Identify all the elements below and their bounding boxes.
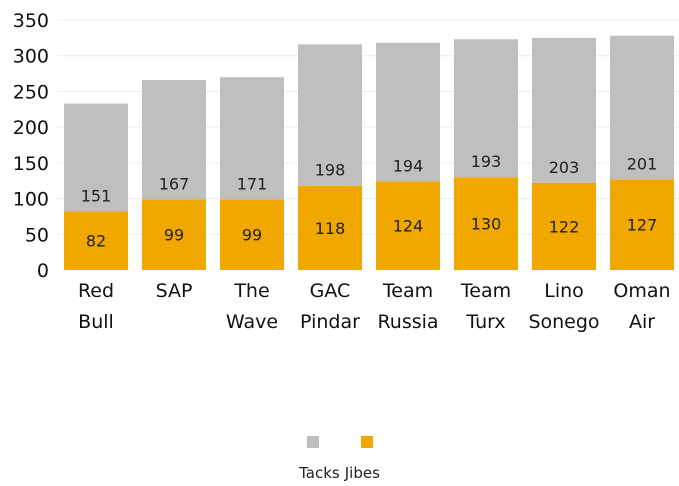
y-tick-label: 150 [13, 153, 49, 175]
data-label-tacks: 203 [549, 158, 580, 177]
data-label-tacks: 198 [315, 161, 346, 180]
legend-label-tacks: Tacks [299, 464, 340, 482]
category-label: Lino [544, 280, 584, 302]
data-label-tacks: 194 [393, 156, 424, 175]
y-tick-label: 300 [13, 46, 49, 68]
data-label-jibes: 124 [393, 217, 424, 236]
bar-tacks [532, 37, 596, 183]
category-label: Pindar [300, 311, 360, 333]
category-label: SAP [156, 280, 193, 302]
bar-tacks [298, 44, 362, 186]
bar-jibes [220, 199, 284, 270]
bar-jibes [532, 182, 596, 270]
y-tick-label: 50 [25, 224, 49, 246]
y-tick-label: 350 [13, 10, 49, 32]
legend: Tacks Jibes [0, 436, 679, 482]
y-tick-label: 0 [37, 260, 49, 282]
y-tick-label: 100 [13, 189, 49, 211]
data-label-jibes: 99 [242, 226, 262, 245]
bar-jibes [454, 177, 518, 270]
category-label: Team [460, 280, 511, 302]
legend-label-jibes: Jibes [344, 464, 380, 482]
category-label: The [233, 280, 269, 302]
y-tick-label: 200 [13, 117, 49, 139]
bar-tacks [454, 39, 518, 178]
category-label: Team [382, 280, 433, 302]
bar-jibes [376, 181, 440, 270]
bar-tacks [220, 77, 284, 200]
data-label-tacks: 151 [81, 186, 112, 205]
category-label: Wave [226, 311, 278, 333]
bar-jibes [142, 199, 206, 270]
data-label-tacks: 201 [627, 154, 658, 173]
data-label-jibes: 99 [164, 226, 184, 245]
category-label: GAC [310, 280, 351, 302]
category-label: Bull [78, 311, 114, 333]
y-tick-label: 250 [13, 81, 49, 103]
stacked-bar-chart: 0 50 100 150 200 250 300 350 82 151 Red Bull 99 167 SA… [13, 10, 679, 333]
bar-tacks [610, 35, 674, 180]
category-label: Oman [613, 280, 670, 302]
legend-swatch-tacks [306, 436, 319, 448]
category-label: Turx [465, 311, 505, 333]
bar-tacks [142, 80, 206, 200]
bar-jibes [298, 185, 362, 270]
data-label-tacks: 193 [471, 152, 502, 171]
legend-swatch-jibes [360, 436, 373, 448]
bar-jibes [610, 179, 674, 270]
bar-tacks [64, 103, 128, 212]
category-label: Russia [377, 311, 438, 333]
data-label-tacks: 171 [237, 174, 268, 193]
data-label-jibes: 122 [549, 217, 580, 236]
data-label-jibes: 118 [315, 219, 346, 238]
data-label-jibes: 127 [627, 216, 658, 235]
data-label-jibes: 130 [471, 215, 502, 234]
bar-tacks [376, 42, 440, 182]
category-label: Red [78, 280, 114, 302]
category-label: Air [629, 311, 655, 333]
data-label-tacks: 167 [159, 174, 190, 193]
data-label-jibes: 82 [86, 232, 106, 251]
bar-jibes [64, 211, 128, 270]
category-label: Sonego [528, 311, 599, 333]
